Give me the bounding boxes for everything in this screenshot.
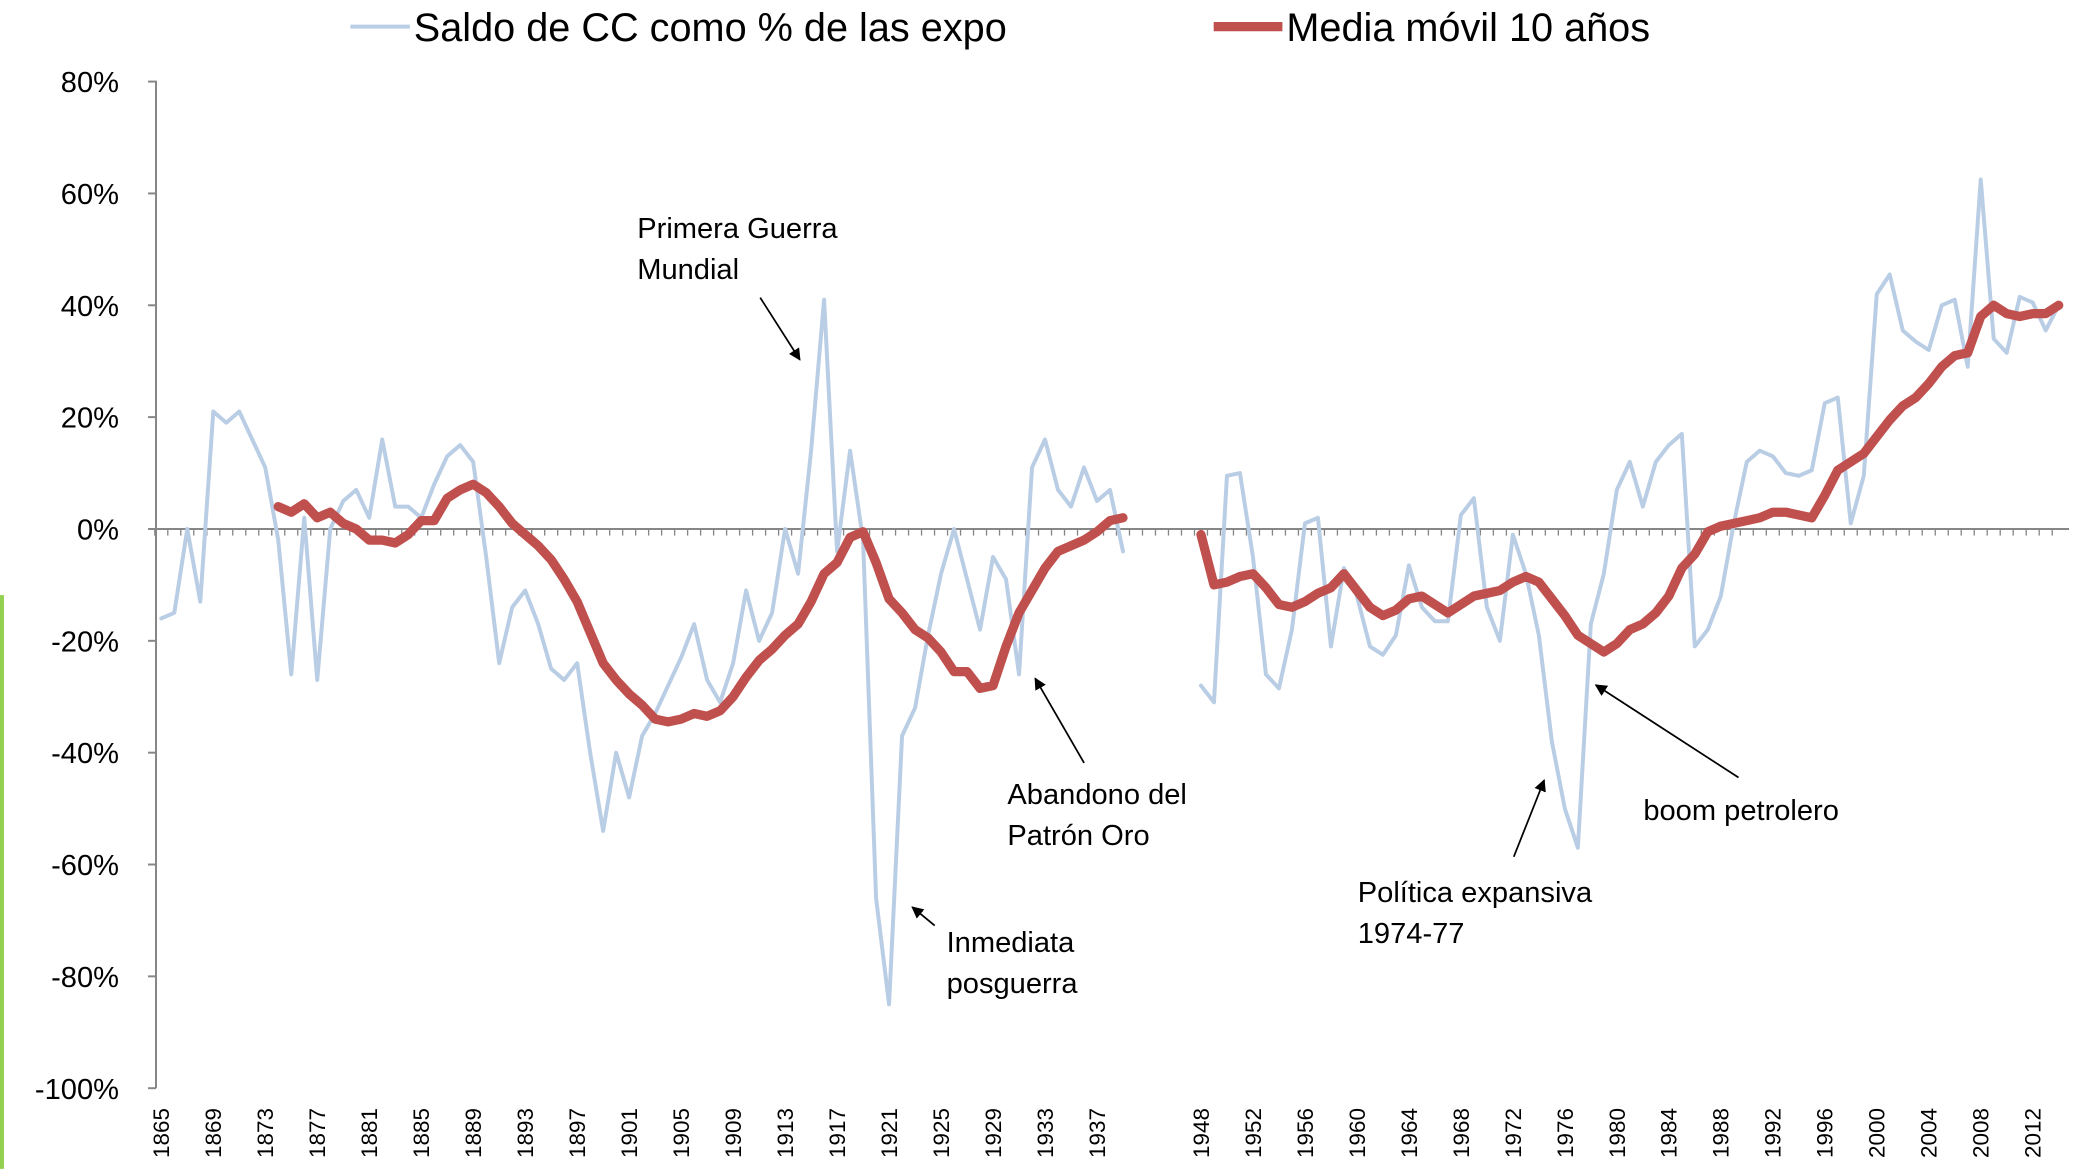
arrow: [759, 297, 801, 361]
x-tick-label: 1913: [773, 1108, 798, 1158]
x-tick-label: 1996: [1813, 1108, 1838, 1158]
y-tick-label: 20%: [61, 403, 119, 435]
x-tick-label: 1893: [513, 1108, 538, 1158]
arrow: [1034, 677, 1085, 764]
x-tick-label: 1865: [149, 1108, 174, 1158]
x-tick-label: 1889: [461, 1108, 486, 1158]
y-tick-label: 60%: [61, 179, 119, 211]
y-tick-label: -60%: [51, 850, 119, 882]
annotation: boom petrolero: [1643, 795, 1839, 827]
series-line: [273, 300, 2064, 727]
y-tick-label: -80%: [51, 962, 119, 994]
x-tick-label: 1956: [1293, 1108, 1318, 1158]
x-tick-label: 1873: [253, 1108, 278, 1158]
y-tick-label: -20%: [51, 626, 119, 658]
annotation: Patrón Oro: [1007, 820, 1149, 852]
x-tick-label: 1877: [305, 1108, 330, 1158]
x-tick-label: 1960: [1345, 1108, 1370, 1158]
x-tick-label: 1952: [1241, 1108, 1266, 1158]
legend-label: Saldo de CC como % de las expo: [414, 6, 1007, 50]
y-tick-label: 40%: [61, 291, 119, 323]
x-tick-label: 1976: [1553, 1108, 1578, 1158]
x-tick-label: 1921: [877, 1108, 902, 1158]
x-tick-label: 1905: [669, 1108, 694, 1158]
arrow: [1594, 684, 1739, 779]
legend-label: Media móvil 10 años: [1286, 6, 1650, 50]
y-tick-label: 80%: [61, 67, 119, 99]
x-tick-label: 1964: [1397, 1108, 1422, 1158]
x-tick-label: 1881: [357, 1108, 382, 1158]
y-tick-label: 0%: [77, 515, 119, 547]
x-tick-label: 1885: [409, 1108, 434, 1158]
annotation: Mundial: [637, 254, 739, 286]
annotation: Política expansiva: [1358, 877, 1593, 909]
y-tick-label: -100%: [35, 1074, 119, 1106]
x-tick-label: 1984: [1657, 1108, 1682, 1158]
annotation: Abandono del: [1007, 779, 1186, 811]
series-line: [159, 177, 2061, 1007]
arrow: [1512, 779, 1546, 858]
x-tick-label: 2008: [1969, 1108, 1994, 1158]
x-tick-label: 1937: [1085, 1108, 1110, 1158]
x-tick-label: 1988: [1709, 1108, 1734, 1158]
x-tick-label: 2012: [2021, 1108, 2046, 1158]
annotation: Inmediata: [947, 927, 1076, 959]
x-tick-label: 1933: [1033, 1108, 1058, 1158]
x-tick-label: 1929: [981, 1108, 1006, 1158]
x-tick-label: 1968: [1449, 1108, 1474, 1158]
x-tick-label: 1897: [565, 1108, 590, 1158]
x-tick-label: 1901: [617, 1108, 642, 1158]
y-tick-label: -40%: [51, 738, 119, 770]
arrow: [911, 906, 936, 927]
x-tick-label: 2004: [1917, 1108, 1942, 1158]
x-tick-label: 1925: [929, 1108, 954, 1158]
x-tick-label: 1869: [201, 1108, 226, 1158]
x-tick-label: 2000: [1865, 1108, 1890, 1158]
annotation: posguerra: [947, 968, 1079, 1000]
x-tick-label: 1948: [1189, 1108, 1214, 1158]
x-tick-label: 1992: [1761, 1108, 1786, 1158]
x-tick-label: 1917: [825, 1108, 850, 1158]
x-tick-label: 1972: [1501, 1108, 1526, 1158]
annotation: 1974-77: [1358, 918, 1465, 950]
x-tick-label: 1909: [721, 1108, 746, 1158]
annotation: Primera Guerra: [637, 213, 838, 245]
x-tick-label: 1980: [1605, 1108, 1630, 1158]
